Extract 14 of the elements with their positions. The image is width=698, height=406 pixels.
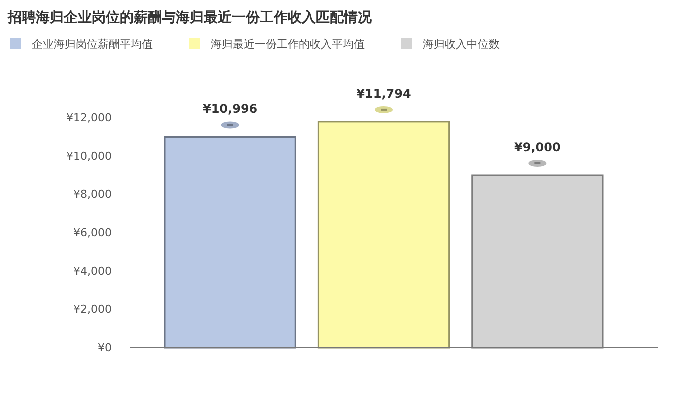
y-tick-label: ¥12,000	[66, 112, 112, 125]
y-tick-label: ¥0	[98, 342, 112, 355]
legend-label: 海归最近一份工作的收入平均值	[211, 38, 365, 51]
legend-label: 企业海归岗位薪酬平均值	[32, 38, 153, 51]
y-tick-label: ¥2,000	[74, 303, 112, 316]
y-tick-label: ¥8,000	[74, 188, 112, 202]
data-label: ¥11,794	[356, 86, 412, 101]
legend-label: 海归收入中位数	[423, 38, 500, 51]
data-label: ¥9,000	[514, 140, 561, 154]
chart-title: 招聘海归企业岗位的薪酬与海归最近一份工作收入匹配情况	[7, 9, 373, 26]
y-tick-label: ¥10,000	[66, 150, 112, 163]
y-tick-label: ¥6,000	[74, 226, 112, 240]
data-label: ¥10,996	[202, 102, 258, 116]
y-tick-label: ¥4,000	[74, 264, 112, 278]
